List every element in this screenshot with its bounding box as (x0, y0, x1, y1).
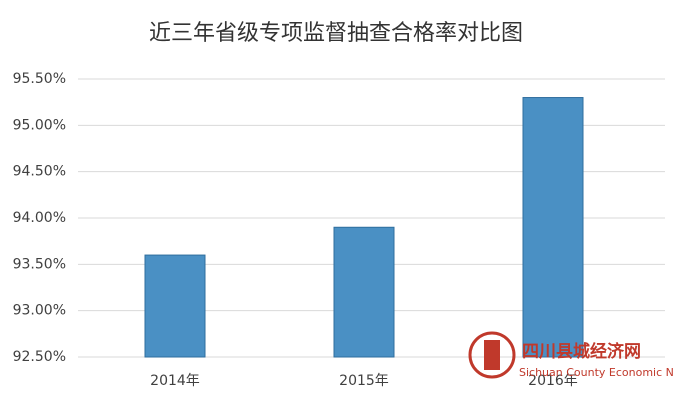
watermark (468, 331, 516, 379)
bar (333, 226, 395, 358)
chart-title: 近三年省级专项监督抽查合格率对比图 (149, 21, 523, 46)
y-tick-label: 94.50% (13, 164, 66, 180)
watermark-name: 四川县城经济网 (522, 341, 641, 362)
bar (144, 254, 206, 358)
y-tick-label: 95.00% (13, 117, 66, 133)
x-tick-label: 2016年 (528, 373, 578, 389)
watermark-logo (468, 331, 516, 379)
y-tick-label: 95.50% (13, 71, 66, 87)
y-tick-label: 93.50% (13, 256, 66, 272)
watermark-subtitle: Sichuan County Economic Net (519, 366, 673, 379)
watermark-logo-mark (484, 340, 500, 370)
x-tick-label: 2014年 (150, 373, 200, 389)
y-tick-label: 93.00% (13, 303, 66, 319)
bar (522, 97, 584, 358)
y-tick-label: 94.00% (13, 210, 66, 226)
y-tick-label: 92.50% (13, 349, 66, 365)
x-tick-label: 2015年 (339, 373, 389, 389)
